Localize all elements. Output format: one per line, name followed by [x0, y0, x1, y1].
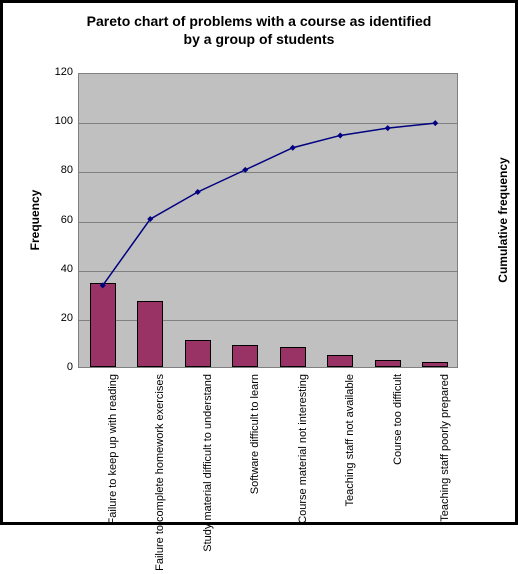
x-tick-label: Teaching staff poorly prepared [439, 374, 451, 574]
line-marker [242, 167, 248, 173]
line-marker [432, 120, 438, 126]
y-tick-label: 0 [43, 361, 73, 373]
x-tick-label: Study material difficult to understand [202, 374, 214, 574]
line-marker [337, 132, 343, 138]
line-marker [195, 189, 201, 195]
y-axis-label: Frequency [28, 180, 42, 260]
x-tick-label: Failure to keep up with reading [107, 374, 119, 574]
y-tick-label: 120 [43, 66, 73, 78]
title-line-2: by a group of students [184, 31, 335, 47]
cumulative-line [79, 74, 459, 369]
y-tick-label: 100 [43, 115, 73, 127]
line-marker [290, 145, 296, 151]
line-marker [385, 125, 391, 131]
x-tick-label: Software difficult to learn [249, 374, 261, 574]
y-tick-label: 40 [43, 263, 73, 275]
x-tick-label: Teaching staff not available [344, 374, 356, 574]
y-tick-label: 80 [43, 164, 73, 176]
cumulative-polyline [103, 123, 436, 285]
y2-axis-label: Cumulative frequency [496, 150, 510, 290]
y-tick-label: 20 [43, 312, 73, 324]
plot-area [78, 73, 458, 368]
chart-frame: Pareto chart of problems with a course a… [0, 0, 518, 525]
x-tick-label: Failure to complete homework exercises [154, 374, 166, 574]
x-tick-label: Course material not interesting [297, 374, 309, 574]
chart-title: Pareto chart of problems with a course a… [3, 13, 515, 48]
title-line-1: Pareto chart of problems with a course a… [87, 13, 432, 29]
x-tick-label: Course too difficult [392, 374, 404, 574]
y-tick-label: 60 [43, 214, 73, 226]
